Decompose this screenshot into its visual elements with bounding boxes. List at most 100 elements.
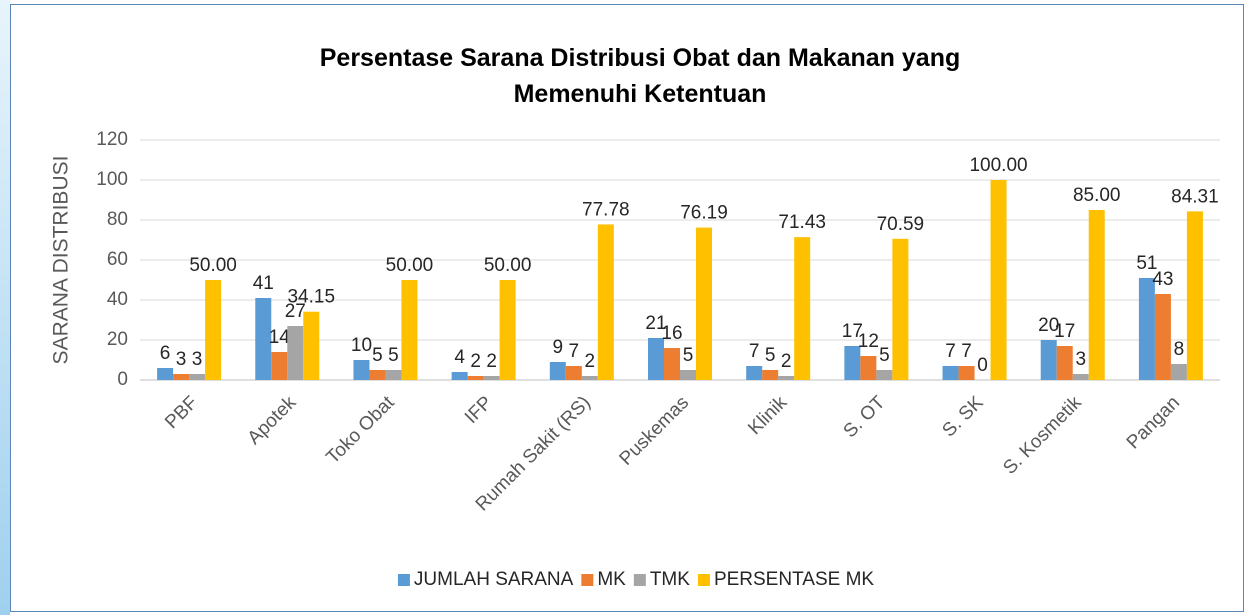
x-tick-label: Toko Obat xyxy=(322,392,399,469)
y-axis-label: SARANA DISTRIBUSI xyxy=(50,156,73,365)
legend-swatch xyxy=(697,574,710,586)
data-label: 71.43 xyxy=(778,212,826,233)
bar xyxy=(762,370,779,380)
data-label: 2 xyxy=(585,351,596,372)
data-label: 8 xyxy=(1174,339,1185,360)
legend-label: JUMLAH SARANA xyxy=(414,569,574,590)
y-tick-label: 120 xyxy=(96,129,128,150)
bar xyxy=(205,280,222,380)
bar xyxy=(1138,278,1155,380)
bar xyxy=(876,370,893,380)
data-label: 50.00 xyxy=(386,255,434,276)
bar xyxy=(451,372,468,380)
data-label: 77.78 xyxy=(582,199,630,220)
bar xyxy=(271,352,288,380)
x-tick-label: Pangan xyxy=(1123,392,1184,453)
bar xyxy=(401,280,418,380)
y-tick-label: 100 xyxy=(96,169,128,190)
data-label: 34.15 xyxy=(287,287,335,308)
bar xyxy=(680,370,696,380)
bar xyxy=(369,370,386,380)
data-label: 7 xyxy=(749,341,760,362)
data-label: 6 xyxy=(160,343,171,364)
bar xyxy=(157,368,174,380)
legend-label: TMK xyxy=(650,569,690,590)
data-label: 14 xyxy=(269,327,291,348)
bar xyxy=(844,346,861,380)
legend-label: PERSENTASE MK xyxy=(714,569,874,590)
data-label: 51 xyxy=(1136,253,1157,274)
data-label: 0 xyxy=(977,355,988,376)
data-label: 5 xyxy=(388,345,399,366)
data-label: 85.00 xyxy=(1073,185,1121,206)
bar xyxy=(303,311,320,380)
data-label: 3 xyxy=(192,349,203,370)
bar xyxy=(648,338,664,380)
bar xyxy=(746,366,763,380)
bar xyxy=(483,376,500,380)
bar xyxy=(597,224,614,380)
bar xyxy=(581,376,598,380)
data-label: 16 xyxy=(661,323,682,344)
data-label: 9 xyxy=(553,337,564,358)
x-tick-label: S. OT xyxy=(840,392,890,442)
bar xyxy=(1088,210,1105,380)
bar xyxy=(287,326,304,380)
bar xyxy=(1040,340,1057,380)
bar xyxy=(565,366,582,380)
data-label: 2 xyxy=(486,351,497,372)
bar xyxy=(778,376,795,380)
data-label: 17 xyxy=(842,321,863,342)
bar xyxy=(1170,364,1187,380)
bar xyxy=(189,374,206,380)
data-label: 70.59 xyxy=(877,214,925,235)
bar xyxy=(860,356,877,380)
data-label: 50.00 xyxy=(189,255,237,276)
data-label: 43 xyxy=(1152,269,1173,290)
bar xyxy=(664,348,680,380)
data-label: 84.31 xyxy=(1171,186,1219,207)
bar xyxy=(990,180,1007,380)
bar xyxy=(1186,211,1203,380)
x-tick-label: S. SK xyxy=(938,392,987,441)
data-label: 27 xyxy=(285,301,306,322)
bar xyxy=(958,366,975,380)
bar xyxy=(385,370,402,380)
data-label: 17 xyxy=(1054,321,1075,342)
x-tick-label: Klinik xyxy=(744,392,791,439)
bar xyxy=(255,298,272,380)
x-tick-label: PBF xyxy=(161,392,202,433)
data-label: 3 xyxy=(1075,349,1086,370)
x-tick-label: Puskemas xyxy=(616,392,694,470)
data-label: 7 xyxy=(945,341,956,362)
data-label: 50.00 xyxy=(484,255,532,276)
y-tick-label: 0 xyxy=(117,369,128,390)
bar xyxy=(173,374,190,380)
data-label: 12 xyxy=(858,331,879,352)
data-label: 10 xyxy=(351,335,372,356)
data-label: 7 xyxy=(961,341,972,362)
data-label: 5 xyxy=(879,345,890,366)
bar xyxy=(467,376,484,380)
data-label: 76.19 xyxy=(680,203,728,224)
bar xyxy=(696,227,712,380)
bar xyxy=(1154,294,1171,380)
side-strip xyxy=(0,0,10,615)
bar xyxy=(1072,374,1089,380)
bar xyxy=(1056,346,1073,380)
data-label: 5 xyxy=(765,345,776,366)
y-tick-label: 20 xyxy=(107,329,128,350)
bar xyxy=(549,362,566,380)
legend-swatch xyxy=(397,574,410,586)
bar xyxy=(942,366,959,380)
x-tick-label: S. Kosmetik xyxy=(999,392,1086,479)
chart-title: Persentase Sarana Distribusi Obat dan Ma… xyxy=(319,44,961,108)
data-label: 100.00 xyxy=(969,155,1027,176)
data-label: 5 xyxy=(683,345,694,366)
x-tick-label: IFP xyxy=(461,392,497,428)
data-label: 41 xyxy=(253,273,274,294)
data-label: 2 xyxy=(781,351,792,372)
data-label: 7 xyxy=(569,341,580,362)
legend-label: MK xyxy=(597,569,626,590)
